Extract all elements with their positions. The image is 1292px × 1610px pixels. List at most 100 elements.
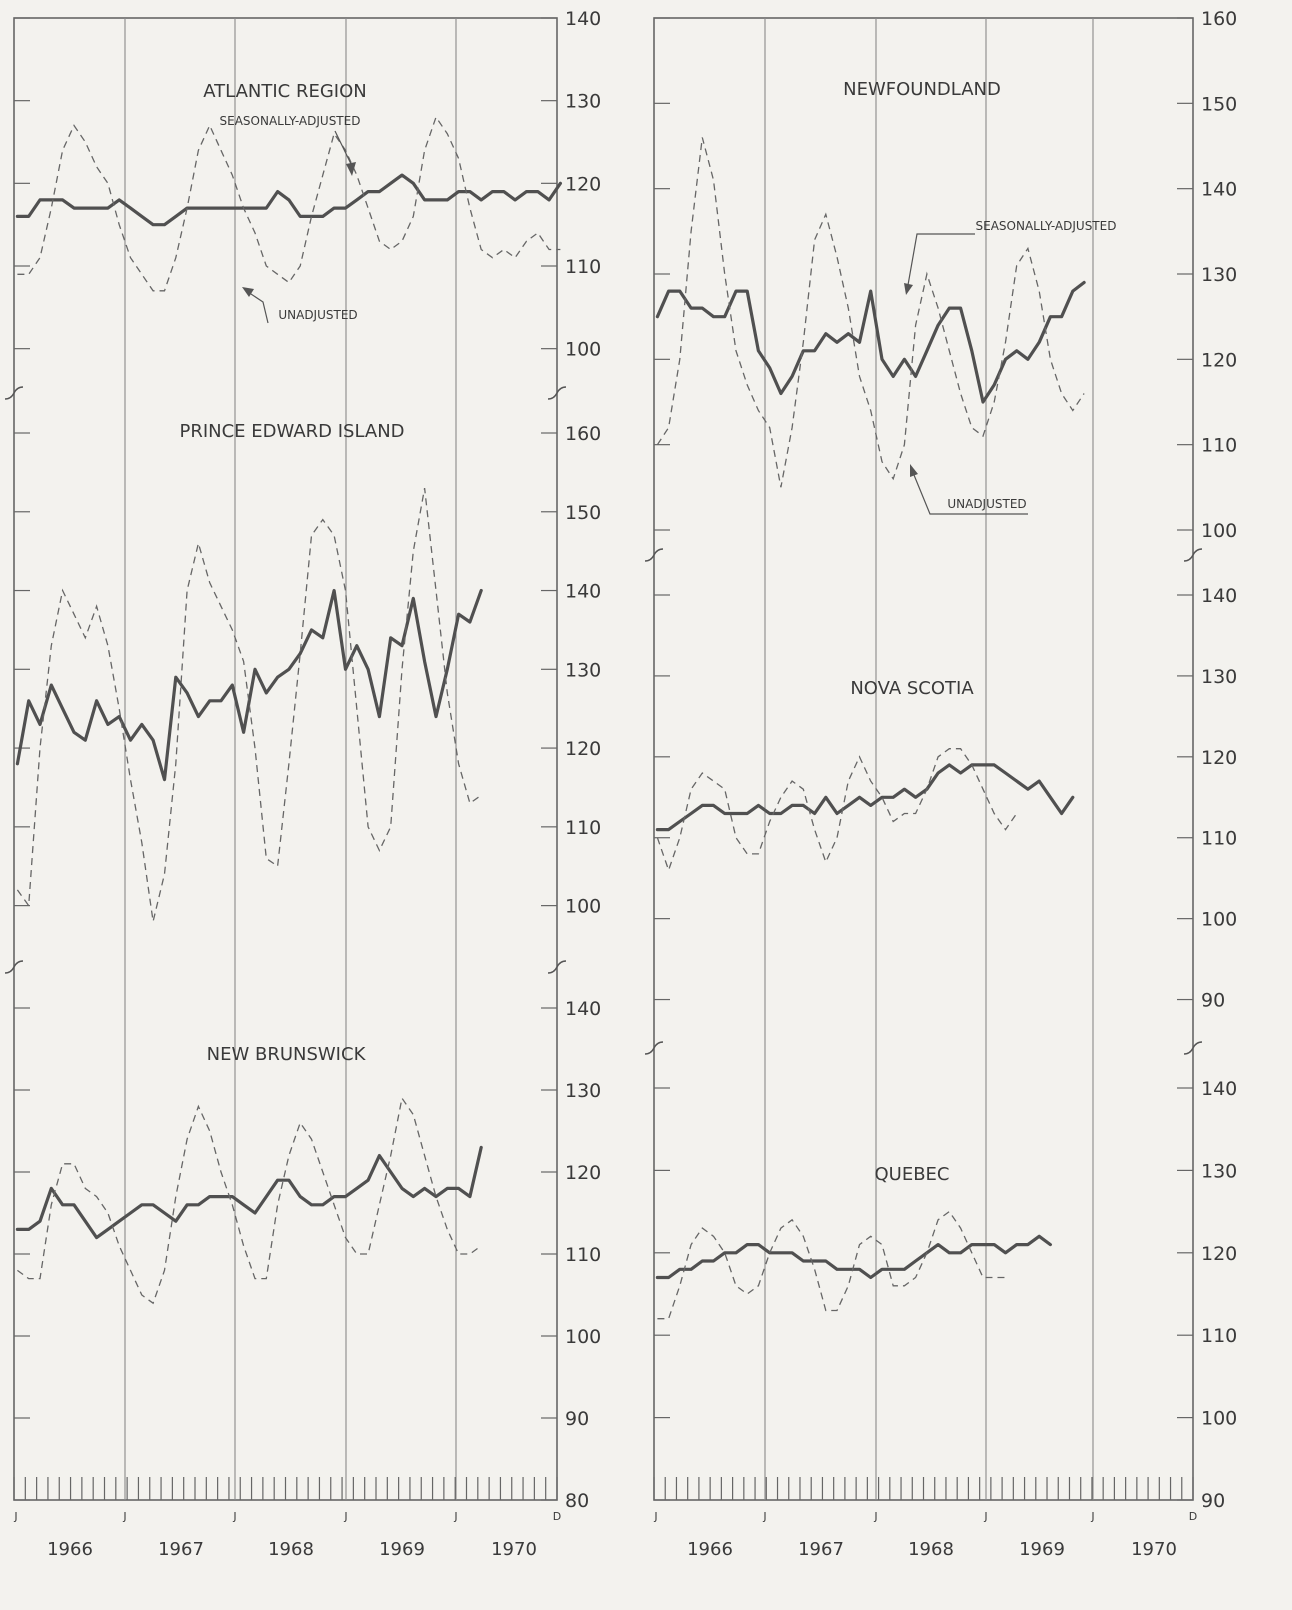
chart-title: NEWFOUNDLAND	[843, 79, 1001, 100]
y-tick-label: 140	[565, 581, 601, 603]
y-tick-label: 110	[565, 256, 601, 278]
annotation-arrowhead	[910, 464, 918, 477]
y-tick-label: 100	[1201, 1408, 1237, 1430]
y-tick-label: 120	[565, 1162, 601, 1184]
annotation-leader	[913, 474, 1028, 515]
axis-break-mark	[644, 1041, 664, 1055]
y-tick-label: 150	[1201, 93, 1237, 115]
panel-frame	[13, 17, 558, 1501]
annotation-unadjusted: UNADJUSTED	[278, 308, 357, 322]
january-label: J	[983, 1510, 987, 1523]
y-tick-label: 90	[565, 1408, 589, 1430]
annotation-leader	[247, 291, 269, 324]
chart-title: PRINCE EDWARD ISLAND	[179, 421, 404, 442]
y-tick-label: 130	[565, 1080, 601, 1102]
y-tick-label: 130	[1201, 264, 1237, 286]
panel-frame	[653, 17, 1194, 1501]
series-line-adjusted	[655, 280, 1086, 404]
year-label: 1968	[908, 1539, 954, 1560]
series-line-adjusted	[15, 1145, 483, 1240]
y-tick-label: 130	[565, 91, 601, 113]
subchart-5: NOVA SCOTIA 90 100 110 120 130 140	[654, 585, 1237, 1012]
january-label: J	[762, 1510, 766, 1523]
chart-title: QUEBEC	[874, 1164, 949, 1185]
panel-2: J J J J J D 1966 1967 1968 1969 1970	[653, 17, 1197, 1560]
y-tick-label: 120	[565, 738, 601, 760]
annotation-leader	[334, 130, 353, 167]
axis-break-mark	[1183, 1041, 1203, 1055]
series-line-adjusted	[655, 1234, 1053, 1280]
annotation-arrowhead	[904, 283, 913, 295]
y-tick-label: 80	[565, 1490, 589, 1512]
year-label: 1967	[158, 1539, 204, 1560]
x-end-label: D	[553, 1510, 561, 1523]
axis-break-mark	[1183, 548, 1203, 562]
series-line-unadjusted	[16, 487, 482, 922]
y-tick-label: 130	[1201, 1160, 1237, 1182]
y-tick-label: 130	[1201, 666, 1237, 688]
y-tick-label: 120	[565, 173, 601, 195]
year-label: 1966	[47, 1539, 93, 1560]
y-tick-label: 100	[565, 896, 601, 918]
series-line-adjusted	[15, 588, 483, 782]
series-line-unadjusted	[17, 115, 561, 292]
january-label: J	[1090, 1510, 1094, 1523]
y-tick-label: 140	[1201, 1078, 1237, 1100]
january-label: J	[873, 1510, 877, 1523]
year-label: 1969	[1019, 1539, 1065, 1560]
y-tick-label: 100	[1201, 909, 1237, 931]
chart-title: NOVA SCOTIA	[850, 678, 974, 699]
y-tick-label: 100	[565, 339, 601, 361]
y-tick-label: 100	[565, 1326, 601, 1348]
annotation-unadjusted: UNADJUSTED	[947, 497, 1026, 511]
y-tick-label: 90	[1201, 1490, 1225, 1512]
y-tick-label: 110	[1201, 828, 1237, 850]
year-label: 1966	[687, 1539, 733, 1560]
axis-break-mark	[547, 386, 567, 400]
y-tick-label: 160	[565, 423, 601, 445]
axis-break-mark	[644, 548, 664, 562]
y-tick-label: 90	[1201, 990, 1225, 1012]
x-start-label: J	[653, 1510, 657, 1523]
subchart-2: PRINCE EDWARD ISLAND 100 110 120 130 140 150 16…	[14, 421, 601, 922]
january-label: J	[343, 1510, 347, 1523]
january-label: J	[122, 1510, 126, 1523]
year-label: 1968	[268, 1539, 314, 1560]
y-tick-label: 110	[565, 1244, 601, 1266]
y-tick-label: 140	[1201, 585, 1237, 607]
y-tick-label: 110	[565, 817, 601, 839]
year-label: 1970	[491, 1539, 537, 1560]
annotation-seasonally-adjusted: SEASONALLY-ADJUSTED	[976, 219, 1117, 233]
y-tick-label: 140	[565, 998, 601, 1020]
y-tick-label: 150	[565, 502, 601, 524]
series-line-unadjusted	[656, 748, 1018, 873]
x-end-label: D	[1189, 1510, 1197, 1523]
panel-1: J J J J J D 1966 1967 1968 1969 1970	[13, 17, 561, 1560]
subchart-6: QUEBEC 90 100 110 120 130 140	[654, 1078, 1237, 1512]
subchart-3: NEW BRUNSWICK 80 90 100 110 120 130 140	[14, 998, 601, 1512]
series-line-unadjusted	[17, 1096, 482, 1305]
series-line-adjusted	[655, 763, 1075, 832]
year-label: 1970	[1131, 1539, 1177, 1560]
y-tick-label: 140	[565, 8, 601, 30]
axis-break-mark	[4, 960, 24, 974]
chart-title: ATLANTIC REGION	[203, 81, 367, 102]
y-tick-label: 110	[1201, 1325, 1237, 1347]
annotation-arrowhead	[346, 162, 356, 176]
axis-break-mark	[547, 960, 567, 974]
annotation-arrowhead	[242, 287, 254, 297]
y-tick-label: 100	[1201, 520, 1237, 542]
y-tick-label: 110	[1201, 435, 1237, 457]
axis-break-mark	[4, 386, 24, 400]
january-label: J	[453, 1510, 457, 1523]
subchart-1: ATLANTIC REGION 100 110 120 130 140 SEASONALLY…	[14, 8, 601, 361]
y-tick-label: 160	[1201, 8, 1237, 30]
y-tick-label: 140	[1201, 179, 1237, 201]
annotation-leader	[907, 233, 975, 286]
y-tick-label: 120	[1201, 1243, 1237, 1265]
x-start-label: J	[13, 1510, 17, 1523]
y-tick-label: 120	[1201, 747, 1237, 769]
series-line-unadjusted	[657, 1210, 1006, 1320]
